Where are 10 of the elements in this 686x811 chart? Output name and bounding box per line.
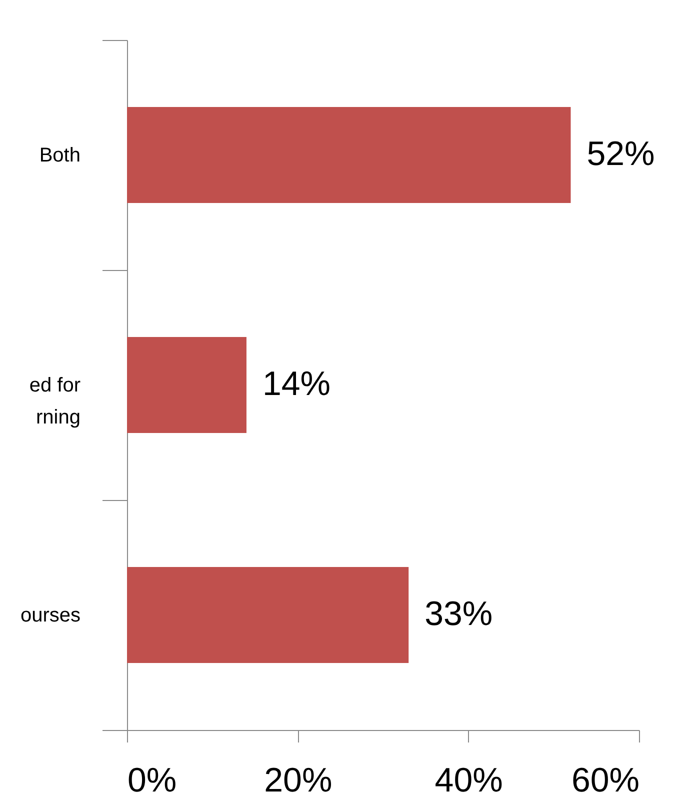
data-label: 52%	[586, 135, 655, 173]
y-tick-label: ourses	[20, 604, 80, 626]
data-label: 33%	[424, 595, 493, 633]
y-tick-label: ed for rning	[29, 374, 81, 428]
x-tick-label: 60%	[571, 762, 640, 800]
x-tick-label: 40%	[434, 762, 503, 800]
data-label: 14%	[262, 365, 331, 403]
x-tick-label: 0%	[128, 762, 177, 800]
y-tick-label: Both	[39, 144, 80, 166]
x-tick-label: 20%	[264, 762, 332, 800]
